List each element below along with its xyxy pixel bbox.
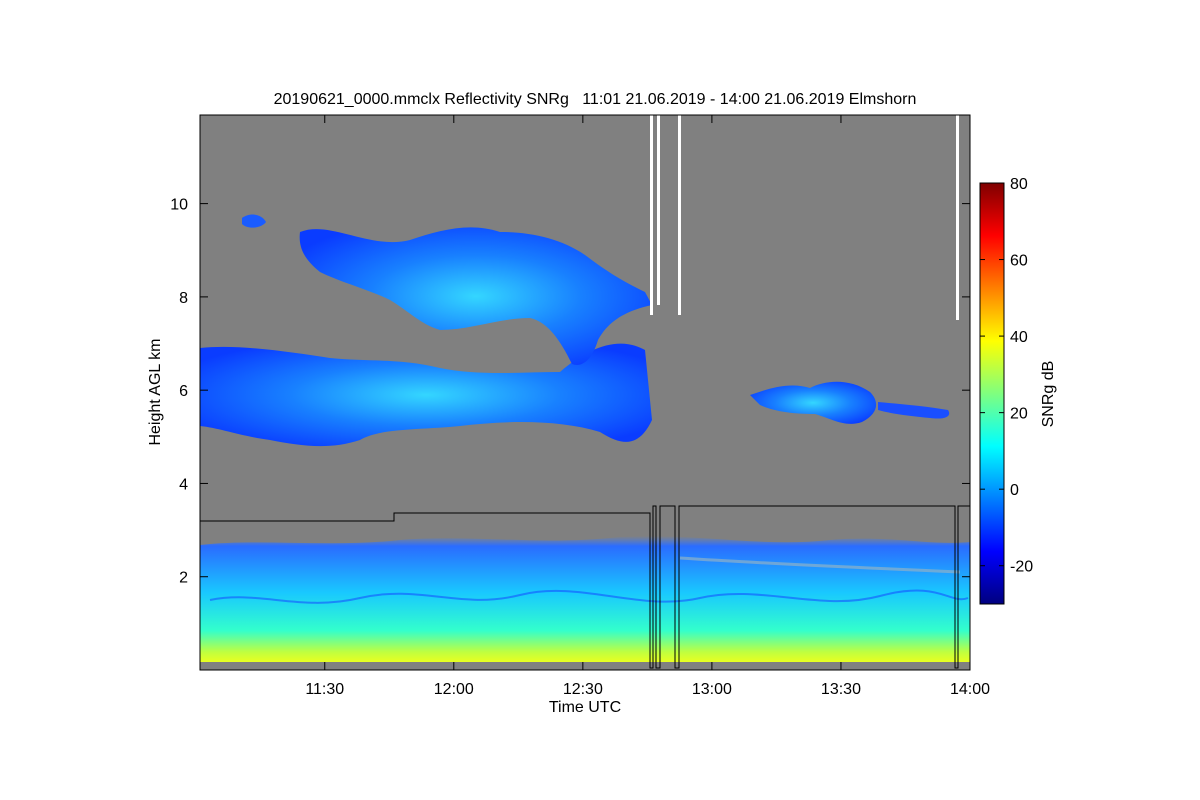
y-tick-label: 8 bbox=[179, 290, 188, 307]
colorbar-tick-label: 40 bbox=[1010, 329, 1028, 346]
mid-level-cloud bbox=[200, 343, 652, 447]
y-tick-label: 2 bbox=[179, 570, 188, 587]
colorbar-tick-label: 80 bbox=[1010, 176, 1028, 193]
data-gap bbox=[678, 115, 681, 315]
x-axis-label: Time UTC bbox=[549, 699, 621, 716]
colorbar-tick-label: 20 bbox=[1010, 406, 1028, 423]
x-tick-label: 11:30 bbox=[305, 681, 344, 698]
mid-level-cloud-right bbox=[750, 381, 877, 424]
boundary-layer-texture bbox=[209, 589, 969, 604]
x-tick-label: 14:00 bbox=[950, 681, 990, 698]
y-tick-label: 4 bbox=[179, 476, 188, 493]
x-tick-label: 13:00 bbox=[692, 681, 732, 698]
y-tick-label: 6 bbox=[179, 383, 188, 400]
axes-frame bbox=[199, 114, 971, 671]
data-gap bbox=[657, 115, 660, 305]
colorbar-tick-label: 60 bbox=[1010, 253, 1028, 270]
y-axis: 2 4 6 8 10 bbox=[170, 197, 970, 587]
boundary-layer-echo bbox=[200, 536, 970, 662]
x-tick-label: 13:30 bbox=[821, 681, 861, 698]
upper-cloud bbox=[299, 227, 652, 365]
colorbar bbox=[979, 182, 1005, 605]
colorbar-tick-label: -20 bbox=[1010, 559, 1033, 576]
boundary-layer-streak bbox=[679, 556, 961, 574]
small-echo-left bbox=[242, 214, 266, 228]
data-gap bbox=[956, 115, 959, 320]
mid-level-cloud-right-tail bbox=[878, 402, 950, 419]
x-tick-label: 12:30 bbox=[563, 681, 603, 698]
x-tick-label: 12:00 bbox=[434, 681, 474, 698]
colorbar-label: SNRg dB bbox=[1040, 361, 1057, 428]
x-axis: 11:30 12:00 12:30 13:00 13:30 14:00 bbox=[305, 115, 990, 698]
plot-area bbox=[200, 115, 970, 670]
colorbar-axis: -20 0 20 40 60 80 bbox=[980, 176, 1033, 576]
chart-title: 20190621_0000.mmclx Reflectivity SNRg 11… bbox=[274, 91, 917, 108]
colorbar-tick-label: 0 bbox=[1010, 482, 1019, 499]
y-tick-label: 10 bbox=[170, 197, 188, 214]
y-axis-label: Height AGL km bbox=[147, 338, 164, 445]
overlay-line bbox=[200, 505, 970, 669]
data-gap bbox=[650, 115, 653, 315]
